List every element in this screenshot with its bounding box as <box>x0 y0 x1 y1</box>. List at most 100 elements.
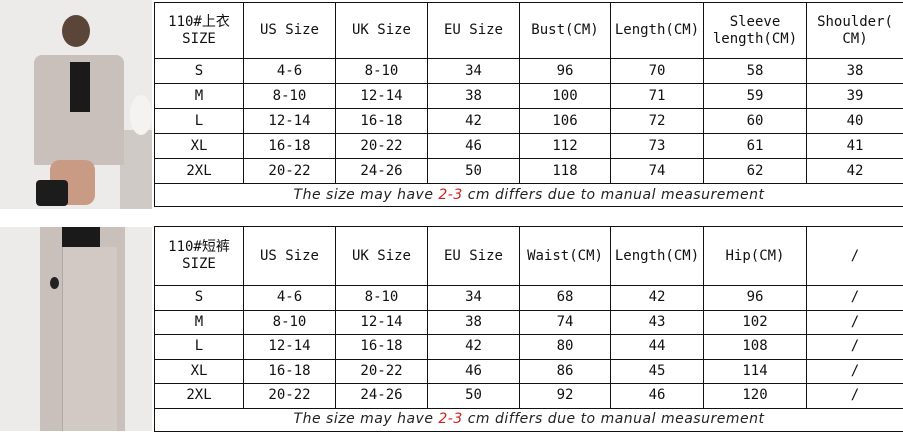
table-cell: 102 <box>704 310 807 335</box>
header-text: length(CM) <box>704 31 806 48</box>
table-cell: 68 <box>520 286 611 311</box>
column-header: Length(CM) <box>611 227 704 286</box>
table-cell: / <box>807 286 903 311</box>
header-text: UK Size <box>336 248 427 265</box>
column-header: US Size <box>244 3 336 59</box>
table-cell: M <box>155 310 244 335</box>
table-cell: L <box>155 335 244 360</box>
table-cell: 41 <box>807 134 903 159</box>
column-header: US Size <box>244 227 336 286</box>
column-header: Hip(CM) <box>704 227 807 286</box>
table-cell: 8-10 <box>244 84 336 109</box>
measurement-note: The size may have 2-3 cm differs due to … <box>155 408 903 431</box>
table-cell: 108 <box>704 335 807 360</box>
column-header: Waist(CM) <box>520 227 611 286</box>
header-text: 110#短裤 <box>155 239 243 256</box>
table-cell: 106 <box>520 109 611 134</box>
header-text: Sleeve <box>704 14 806 31</box>
header-text: EU Size <box>428 248 519 265</box>
header-text: US Size <box>244 22 335 39</box>
header-text: UK Size <box>336 22 427 39</box>
table-cell: 2XL <box>155 159 244 184</box>
table-cell: 74 <box>520 310 611 335</box>
table-cell: 59 <box>704 84 807 109</box>
table-cell: 8-10 <box>336 59 428 84</box>
table-cell: 42 <box>807 159 903 184</box>
table-cell: 12-14 <box>244 335 336 360</box>
table-cell: 24-26 <box>336 384 428 409</box>
header-text: Length(CM) <box>611 22 703 39</box>
table-cell: 39 <box>807 84 903 109</box>
table-cell: 60 <box>704 109 807 134</box>
header-text: CM) <box>807 31 903 48</box>
table-cell: 45 <box>611 359 704 384</box>
table-cell: 38 <box>428 84 520 109</box>
table-cell: 86 <box>520 359 611 384</box>
product-photo-blazer <box>0 0 152 209</box>
table-cell: / <box>807 310 903 335</box>
table-cell: 44 <box>611 335 704 360</box>
table-cell: 12-14 <box>244 109 336 134</box>
column-header: UK Size <box>336 3 428 59</box>
table-cell: / <box>807 359 903 384</box>
header-text: SIZE <box>155 256 243 273</box>
table-cell: 20-22 <box>336 359 428 384</box>
table-cell: 4-6 <box>244 59 336 84</box>
table-cell: 50 <box>428 159 520 184</box>
product-photo-shorts <box>0 227 152 431</box>
column-header: Shoulder(CM) <box>807 3 903 59</box>
table-cell: / <box>807 384 903 409</box>
table-cell: 16-18 <box>244 134 336 159</box>
header-text: Length(CM) <box>611 248 703 265</box>
table-cell: 43 <box>611 310 704 335</box>
table-cell: 61 <box>704 134 807 159</box>
table-cell: 24-26 <box>336 159 428 184</box>
table-cell: S <box>155 59 244 84</box>
table-cell: 114 <box>704 359 807 384</box>
table-cell: S <box>155 286 244 311</box>
table-cell: 42 <box>428 335 520 360</box>
table-cell: / <box>807 335 903 360</box>
table-cell: 34 <box>428 59 520 84</box>
table-cell: 4-6 <box>244 286 336 311</box>
header-text: Bust(CM) <box>520 22 610 39</box>
table-cell: 42 <box>428 109 520 134</box>
table-cell: XL <box>155 134 244 159</box>
table-cell: 8-10 <box>244 310 336 335</box>
table-cell: 100 <box>520 84 611 109</box>
table-cell: 20-22 <box>244 384 336 409</box>
measurement-note-row: The size may have 2-3 cm differs due to … <box>155 408 903 431</box>
table-cell: 120 <box>704 384 807 409</box>
table-cell: 46 <box>428 359 520 384</box>
header-text: Hip(CM) <box>704 248 806 265</box>
header-text: SIZE <box>155 31 243 48</box>
header-text: / <box>807 248 903 265</box>
column-header: Length(CM) <box>611 3 704 59</box>
header-text: Waist(CM) <box>520 248 610 265</box>
table-cell: 96 <box>520 59 611 84</box>
table-cell: 96 <box>704 286 807 311</box>
table-cell: 38 <box>807 59 903 84</box>
table-cell: 72 <box>611 109 704 134</box>
table-cell: 12-14 <box>336 84 428 109</box>
table-cell: 16-18 <box>336 109 428 134</box>
table-cell: 71 <box>611 84 704 109</box>
column-header: Bust(CM) <box>520 3 611 59</box>
table-cell: 74 <box>611 159 704 184</box>
header-text: 110#上衣 <box>155 14 243 31</box>
table-cell: 92 <box>520 384 611 409</box>
measurement-note-row: The size may have 2-3 cm differs due to … <box>155 184 903 207</box>
table-cell: 73 <box>611 134 704 159</box>
column-header: / <box>807 227 903 286</box>
